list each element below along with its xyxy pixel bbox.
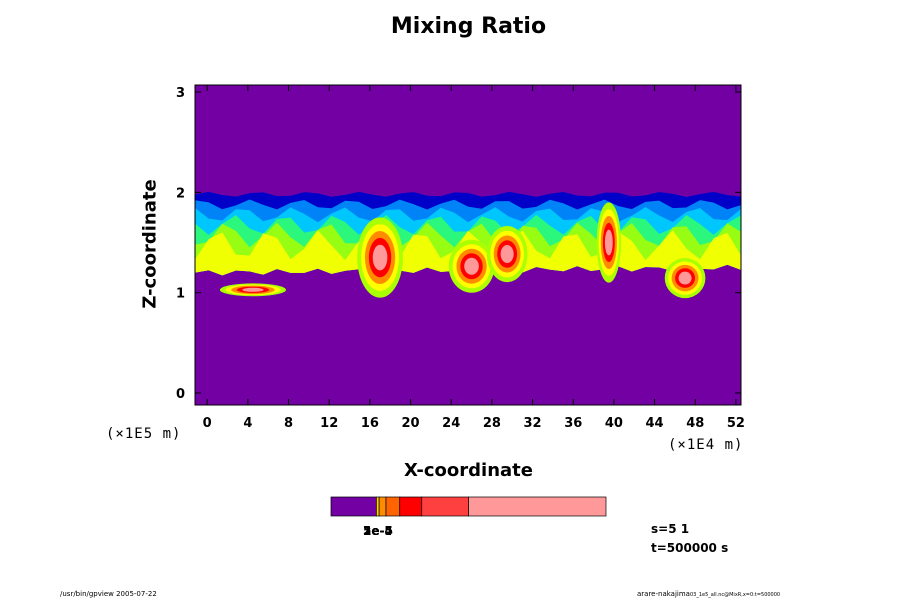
plume-2 — [464, 257, 479, 275]
x-tick-label: 36 — [564, 416, 582, 431]
colorbar-segment — [376, 496, 380, 517]
footer-left: /usr/bin/gpview 2005-07-22 — [60, 590, 157, 598]
colorbar-label: 2e-5 — [363, 524, 393, 538]
plume-4 — [604, 229, 613, 256]
x-tick-label: 44 — [646, 416, 664, 431]
time-info: t=500000 s — [651, 541, 729, 555]
footer-right-main: arare-nakajima — [637, 590, 690, 598]
x-tick-label: 4 — [243, 416, 252, 431]
step-info: s=5 1 — [651, 522, 690, 536]
plume-1 — [372, 244, 388, 271]
chart-title: Mixing Ratio — [390, 14, 547, 39]
y-tick-label: 2 — [176, 186, 185, 201]
y-tick-label: 3 — [176, 86, 185, 101]
x-tick-label: 28 — [483, 416, 501, 431]
plume-5 — [678, 271, 692, 285]
y-axis-unit: (×1E5 m) — [106, 426, 182, 442]
colorbar-segment — [385, 496, 401, 517]
colorbar-segment — [399, 496, 423, 517]
x-tick-label: 16 — [361, 416, 379, 431]
x-tick-label: 12 — [320, 416, 338, 431]
footer-right: arare-nakajima03_1e5_all.nc@MixR,x=0:t=5… — [637, 590, 780, 598]
plume-3 — [500, 245, 514, 264]
colorbar-segment — [330, 496, 377, 517]
x-tick-label: 24 — [442, 416, 460, 431]
footer-right-small: 03_1e5_all.nc@MixR,x=0:t=500000 — [689, 592, 781, 598]
x-tick-label: 52 — [727, 416, 745, 431]
plume-0 — [242, 287, 264, 292]
x-axis-label: X-coordinate — [404, 460, 533, 481]
y-axis-label: Z-coordinate — [139, 179, 161, 309]
plot-frame — [194, 84, 742, 406]
colorbar-segment — [421, 496, 469, 517]
colorbar-label: 5e-5 — [363, 524, 393, 538]
colorbar-segment — [378, 496, 387, 517]
x-tick-label: 0 — [203, 416, 212, 431]
x-tick-label: 8 — [284, 416, 293, 431]
x-tick-label: 40 — [605, 416, 623, 431]
colorbar: 1e-52e-55e-51e-4 — [330, 496, 607, 538]
heatmap-field — [195, 85, 741, 405]
x-tick-label: 48 — [686, 416, 704, 431]
x-tick-label: 32 — [524, 416, 542, 431]
x-axis-unit: (×1E4 m) — [668, 437, 744, 453]
colorbar-label: 1e-5 — [363, 524, 393, 538]
colorbar-segment — [468, 496, 607, 517]
y-tick-label: 0 — [176, 387, 185, 402]
colorbar-label: 1e-4 — [363, 524, 393, 538]
x-tick-label: 20 — [402, 416, 420, 431]
y-tick-label: 1 — [176, 287, 185, 302]
